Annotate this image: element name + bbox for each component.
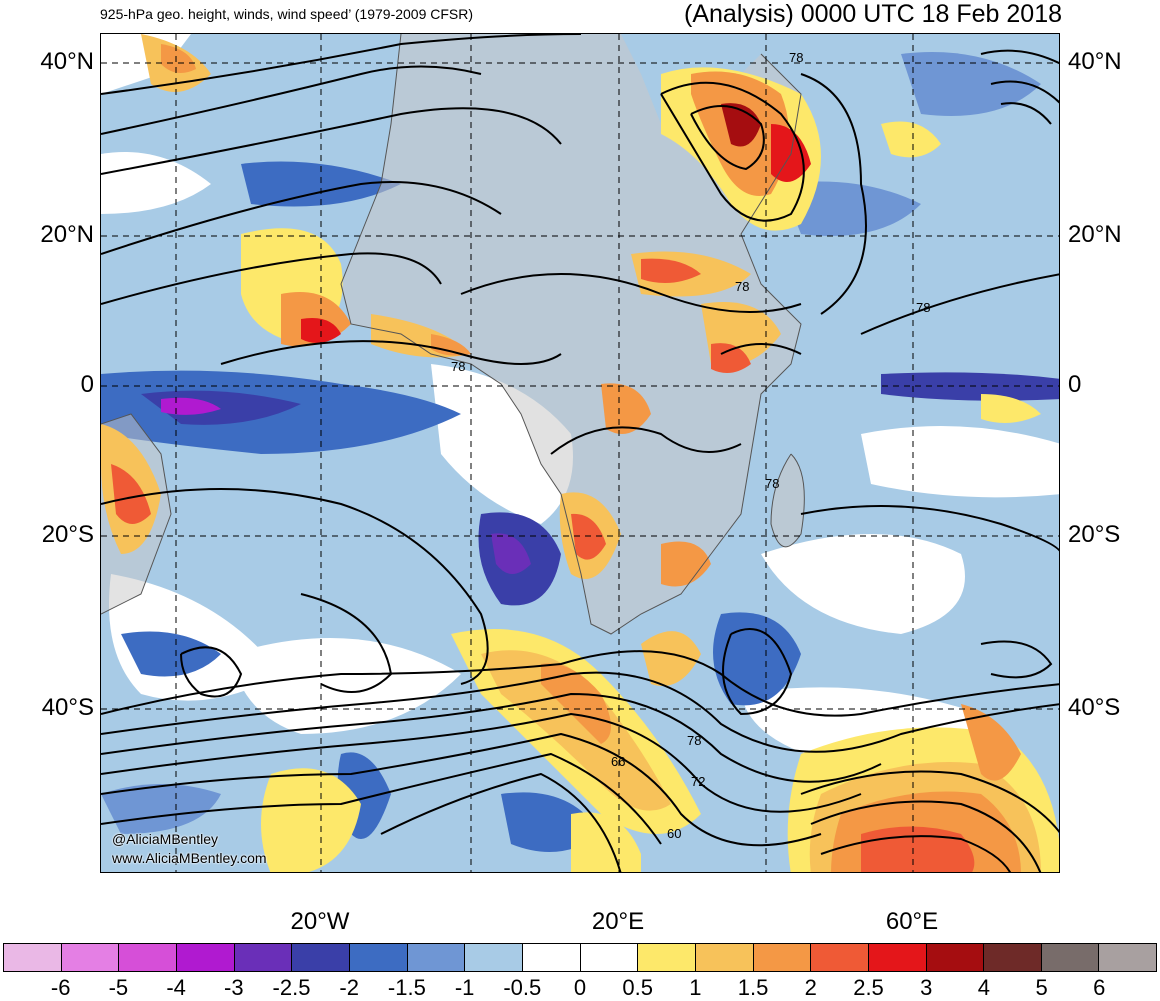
lat-label-40n-right: 40°N — [1068, 48, 1122, 75]
colorbar-swatch — [465, 944, 523, 971]
colorbar-tick-label: 0.5 — [622, 975, 653, 1000]
colorbar-tick-label: -6 — [50, 975, 71, 1000]
height-contours — [101, 34, 1059, 872]
chart-title-variables: 925-hPa geo. height, winds, wind speed’ … — [100, 6, 474, 22]
colorbar — [3, 943, 1157, 972]
lat-label-20n-right: 20°N — [1068, 221, 1122, 248]
lat-label-40s-left: 40°S — [41, 694, 94, 721]
colorbar-tick-label: 2.5 — [853, 975, 884, 1000]
colorbar-tick-label: -3 — [224, 975, 244, 1000]
lon-label-20e: 20°E — [591, 908, 645, 935]
colorbar-swatch — [292, 944, 350, 971]
lat-label-20n-left: 20°N — [40, 221, 94, 248]
colorbar-swatch — [119, 944, 177, 971]
credit-handle: @AliciaMBentley — [112, 831, 219, 847]
colorbar-swatch — [926, 944, 985, 971]
colorbar-swatch — [522, 944, 581, 971]
lat-label-eq-right: 0 — [1068, 371, 1082, 398]
colorbar-swatch — [695, 944, 754, 971]
colorbar-tick-label: -5 — [108, 975, 129, 1000]
colorbar-tick-label: 5 — [1035, 975, 1048, 1000]
wind-speed-anomaly-fill — [101, 34, 1059, 872]
colorbar-tick-label: -4 — [166, 975, 186, 1000]
colorbar-swatch — [234, 944, 293, 971]
contour-label-60: 60 — [667, 826, 681, 841]
colorbar-swatch — [407, 944, 466, 971]
map-canvas: 78 78 78 78 78 78 66 72 60 — [101, 34, 1059, 872]
colorbar-swatch — [1041, 944, 1100, 971]
colorbar-tick-label: 2 — [804, 975, 817, 1000]
contour-label-78-e: 78 — [765, 476, 779, 491]
colorbar-tick-label: -1.5 — [387, 975, 426, 1000]
colorbar-tick-label: -2 — [339, 975, 359, 1000]
colorbar-tick-label: 4 — [977, 975, 991, 1000]
contour-label-78-f: 78 — [687, 733, 701, 748]
chart-title-valid-time: (Analysis) 0000 UTC 18 Feb 2018 — [684, 0, 1062, 28]
colorbar-tick-label: 3 — [920, 975, 933, 1000]
lat-label-40n-left: 40°N — [40, 48, 94, 75]
lat-label-20s-right: 20°S — [1068, 521, 1121, 548]
colorbar-swatch — [638, 944, 696, 971]
colorbar-swatch — [4, 944, 62, 971]
contour-label-78-c: 78 — [916, 300, 930, 315]
lat-label-40s-right: 40°S — [1068, 694, 1121, 721]
contour-label-78-d: 78 — [451, 359, 465, 374]
contour-label-78-b: 78 — [735, 279, 749, 294]
colorbar-swatch — [580, 944, 639, 971]
contour-labels: 78 78 78 78 78 78 66 72 60 — [451, 50, 930, 841]
colorbar-tick-label: 1.5 — [737, 975, 769, 1000]
coastlines — [101, 34, 805, 635]
colorbar-tick-label: 1 — [689, 975, 702, 1000]
colorbar-swatch — [811, 944, 869, 971]
colorbar-swatch — [984, 944, 1042, 971]
contour-label-66: 66 — [611, 754, 625, 769]
colorbar-swatch — [176, 944, 235, 971]
colorbar-tick-label: -2.5 — [272, 975, 311, 1000]
lat-label-20s-left: 20°S — [41, 521, 94, 548]
lat-lon-grid — [101, 34, 1059, 872]
lon-label-60e: 60°E — [885, 908, 939, 935]
contour-label-72: 72 — [691, 774, 705, 789]
credit-website: www.AliciaMBentley.com — [112, 850, 267, 866]
colorbar-swatch — [61, 944, 120, 971]
colorbar-swatch — [1099, 944, 1157, 971]
contour-label-78-a: 78 — [789, 50, 803, 65]
colorbar-tick-label: 6 — [1093, 975, 1106, 1000]
colorbar-swatch — [753, 944, 812, 971]
colorbar-swatch — [349, 944, 408, 971]
colorbar-tick-label: -0.5 — [503, 975, 542, 1000]
colorbar-tick-label: -1 — [454, 975, 475, 1000]
lon-label-20w: 20°W — [290, 908, 350, 935]
weather-map: 78 78 78 78 78 78 66 72 60 — [100, 33, 1060, 873]
lat-label-eq-left: 0 — [80, 371, 94, 398]
colorbar-swatch — [868, 944, 927, 971]
colorbar-tick-label: 0 — [573, 975, 587, 1000]
